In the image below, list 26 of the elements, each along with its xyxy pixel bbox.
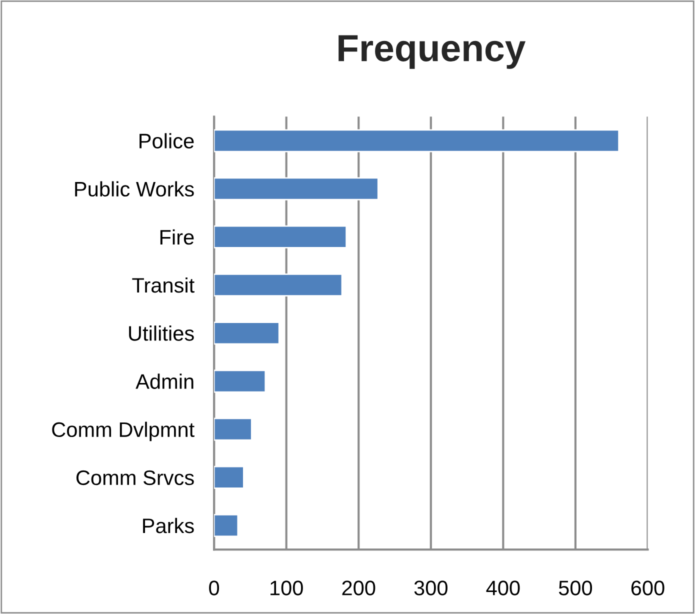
bar: [214, 225, 348, 248]
bar: [214, 273, 343, 297]
y-tick-label: Police: [140, 133, 194, 148]
x-tick-label: 0: [209, 580, 220, 596]
y-tick-label: Comm Dvlpmnt: [52, 422, 194, 442]
x-tick-label: 600: [631, 580, 664, 596]
y-tick-label: Fire: [160, 229, 194, 245]
x-tick-label: 100: [270, 580, 303, 596]
bar: [214, 370, 266, 393]
y-tick-label: Admin: [136, 374, 194, 389]
bar: [214, 514, 239, 537]
bar: [214, 418, 252, 441]
y-tick-label: Utilities: [129, 326, 194, 341]
x-tick-label: 300: [414, 580, 448, 596]
x-tick-label: 200: [342, 580, 376, 596]
y-tick-label: Public Works: [75, 181, 194, 197]
bar: [214, 322, 280, 345]
x-tick-label: 500: [558, 580, 592, 596]
y-tick-label: Comm Srvcs: [76, 470, 194, 486]
y-tick-label: Transit: [132, 277, 194, 293]
y-tick-label: Parks: [143, 518, 194, 534]
bar: [214, 129, 620, 152]
bar: [214, 177, 379, 200]
bar: [214, 466, 244, 489]
x-tick-label: 400: [486, 580, 520, 596]
chart-title: Frequency: [338, 35, 526, 69]
